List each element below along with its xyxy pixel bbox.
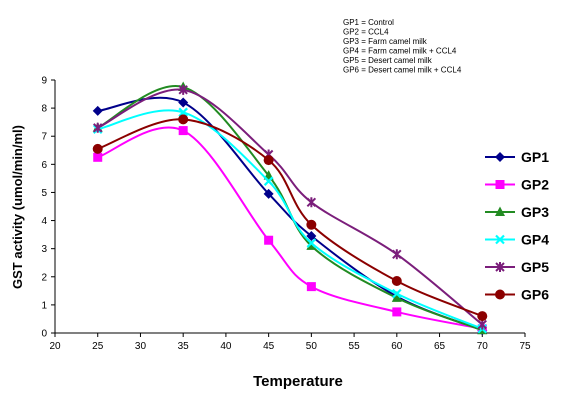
x-tick-label: 40 <box>220 341 232 352</box>
data-point-gp2 <box>178 126 188 136</box>
x-axis: 20 25 30 35 40 45 50 55 60 65 70 75 <box>49 333 531 352</box>
data-point-gp1 <box>263 188 274 199</box>
data-point-gp4 <box>178 107 188 118</box>
data-point-gp5 <box>178 84 188 95</box>
data-point-gp5 <box>392 249 402 260</box>
legend-item-gp1: GP1 <box>485 149 549 165</box>
data-point-gp5 <box>477 319 487 330</box>
annotation-text: GP2 = CCL4 <box>343 28 389 37</box>
x-tick-label: 25 <box>92 341 104 352</box>
legend: GP1 GP2 GP3 GP4 GP5 GP6 <box>485 149 549 303</box>
legend-marker <box>495 262 505 272</box>
y-axis: 0 1 2 3 4 5 6 7 8 9 <box>41 76 55 340</box>
data-point-gp2 <box>93 152 103 162</box>
legend-label: GP6 <box>521 287 549 303</box>
y-tick-label: 7 <box>41 132 47 143</box>
series-line-gp2 <box>97 126 483 330</box>
annotation-text: GP5 = Desert camel milk <box>343 56 433 65</box>
y-tick-label: 5 <box>41 188 47 199</box>
series-gp6 <box>92 114 488 322</box>
data-point-gp2 <box>264 235 274 245</box>
x-tick-label: 30 <box>135 341 147 352</box>
data-point-gp4 <box>263 176 274 186</box>
x-tick-label: 65 <box>434 341 446 352</box>
legend-item-gp3: GP3 <box>485 204 549 220</box>
series-layer <box>92 81 488 336</box>
x-tick-label: 45 <box>263 341 275 352</box>
data-point-gp6 <box>263 155 274 166</box>
x-tick-label: 75 <box>519 341 531 352</box>
series-gp4 <box>92 107 488 334</box>
data-point-gp5 <box>306 197 317 208</box>
series-line-gp4 <box>97 109 483 330</box>
data-point-gp1 <box>92 105 103 116</box>
legend-label: GP2 <box>521 177 549 193</box>
data-point-gp5 <box>93 122 103 133</box>
data-point-gp6 <box>391 275 402 286</box>
legend-marker <box>495 152 505 162</box>
legend-label: GP1 <box>521 149 549 165</box>
data-point-gp4 <box>306 238 317 248</box>
y-tick-label: 9 <box>41 76 47 87</box>
x-tick-label: 70 <box>477 341 489 352</box>
y-tick-label: 1 <box>41 300 47 311</box>
data-point-gp6 <box>92 143 103 154</box>
data-point-gp2 <box>306 282 316 292</box>
legend-marker <box>495 234 505 245</box>
series-line-gp6 <box>97 118 483 318</box>
y-tick-label: 0 <box>41 329 47 340</box>
x-tick-label: 60 <box>391 341 403 352</box>
data-point-gp4 <box>392 288 402 299</box>
legend-item-gp4: GP4 <box>485 232 549 248</box>
series-gp2 <box>93 126 487 334</box>
x-tick-label: 35 <box>178 341 190 352</box>
y-tick-label: 6 <box>41 160 47 171</box>
data-point-gp6 <box>306 219 317 230</box>
data-point-gp6 <box>477 311 488 322</box>
annotation-text: GP6 = Desert camel milk + CCL4 <box>343 66 462 75</box>
series-gp1 <box>92 96 488 336</box>
legend-marker <box>495 289 505 300</box>
legend-label: GP3 <box>521 204 549 220</box>
annotation-text: GP1 = Control <box>343 18 394 27</box>
data-point-gp1 <box>306 231 317 242</box>
data-point-gp2 <box>392 307 402 317</box>
annotation-text: GP3 = Farm camel milk <box>343 37 428 46</box>
legend-label: GP5 <box>521 259 549 275</box>
series-line-gp5 <box>97 88 483 326</box>
legend-item-gp5: GP5 <box>485 259 549 275</box>
legend-marker <box>495 206 505 216</box>
y-tick-label: 4 <box>41 216 47 227</box>
data-point-gp3 <box>306 240 317 250</box>
data-point-gp1 <box>178 97 189 108</box>
x-tick-label: 50 <box>306 341 318 352</box>
y-tick-label: 8 <box>41 104 47 115</box>
y-tick-label: 2 <box>41 272 47 283</box>
plot-area <box>54 80 525 334</box>
data-point-gp3 <box>391 292 402 302</box>
legend-marker <box>495 180 505 189</box>
y-axis-title: GST activity (umol/min/ml) <box>10 125 25 289</box>
series-gp5 <box>93 84 487 330</box>
annotation-text: GP4 = Farm camel milk + CCL4 <box>343 47 457 56</box>
legend-item-gp6: GP6 <box>485 287 549 303</box>
legend-label: GP4 <box>521 232 549 248</box>
x-axis-title: Temperature <box>253 373 343 390</box>
data-point-gp6 <box>178 114 189 125</box>
y-tick-label: 3 <box>41 244 47 255</box>
x-tick-label: 55 <box>349 341 361 352</box>
legend-item-gp2: GP2 <box>485 177 549 193</box>
x-tick-label: 20 <box>49 341 61 352</box>
